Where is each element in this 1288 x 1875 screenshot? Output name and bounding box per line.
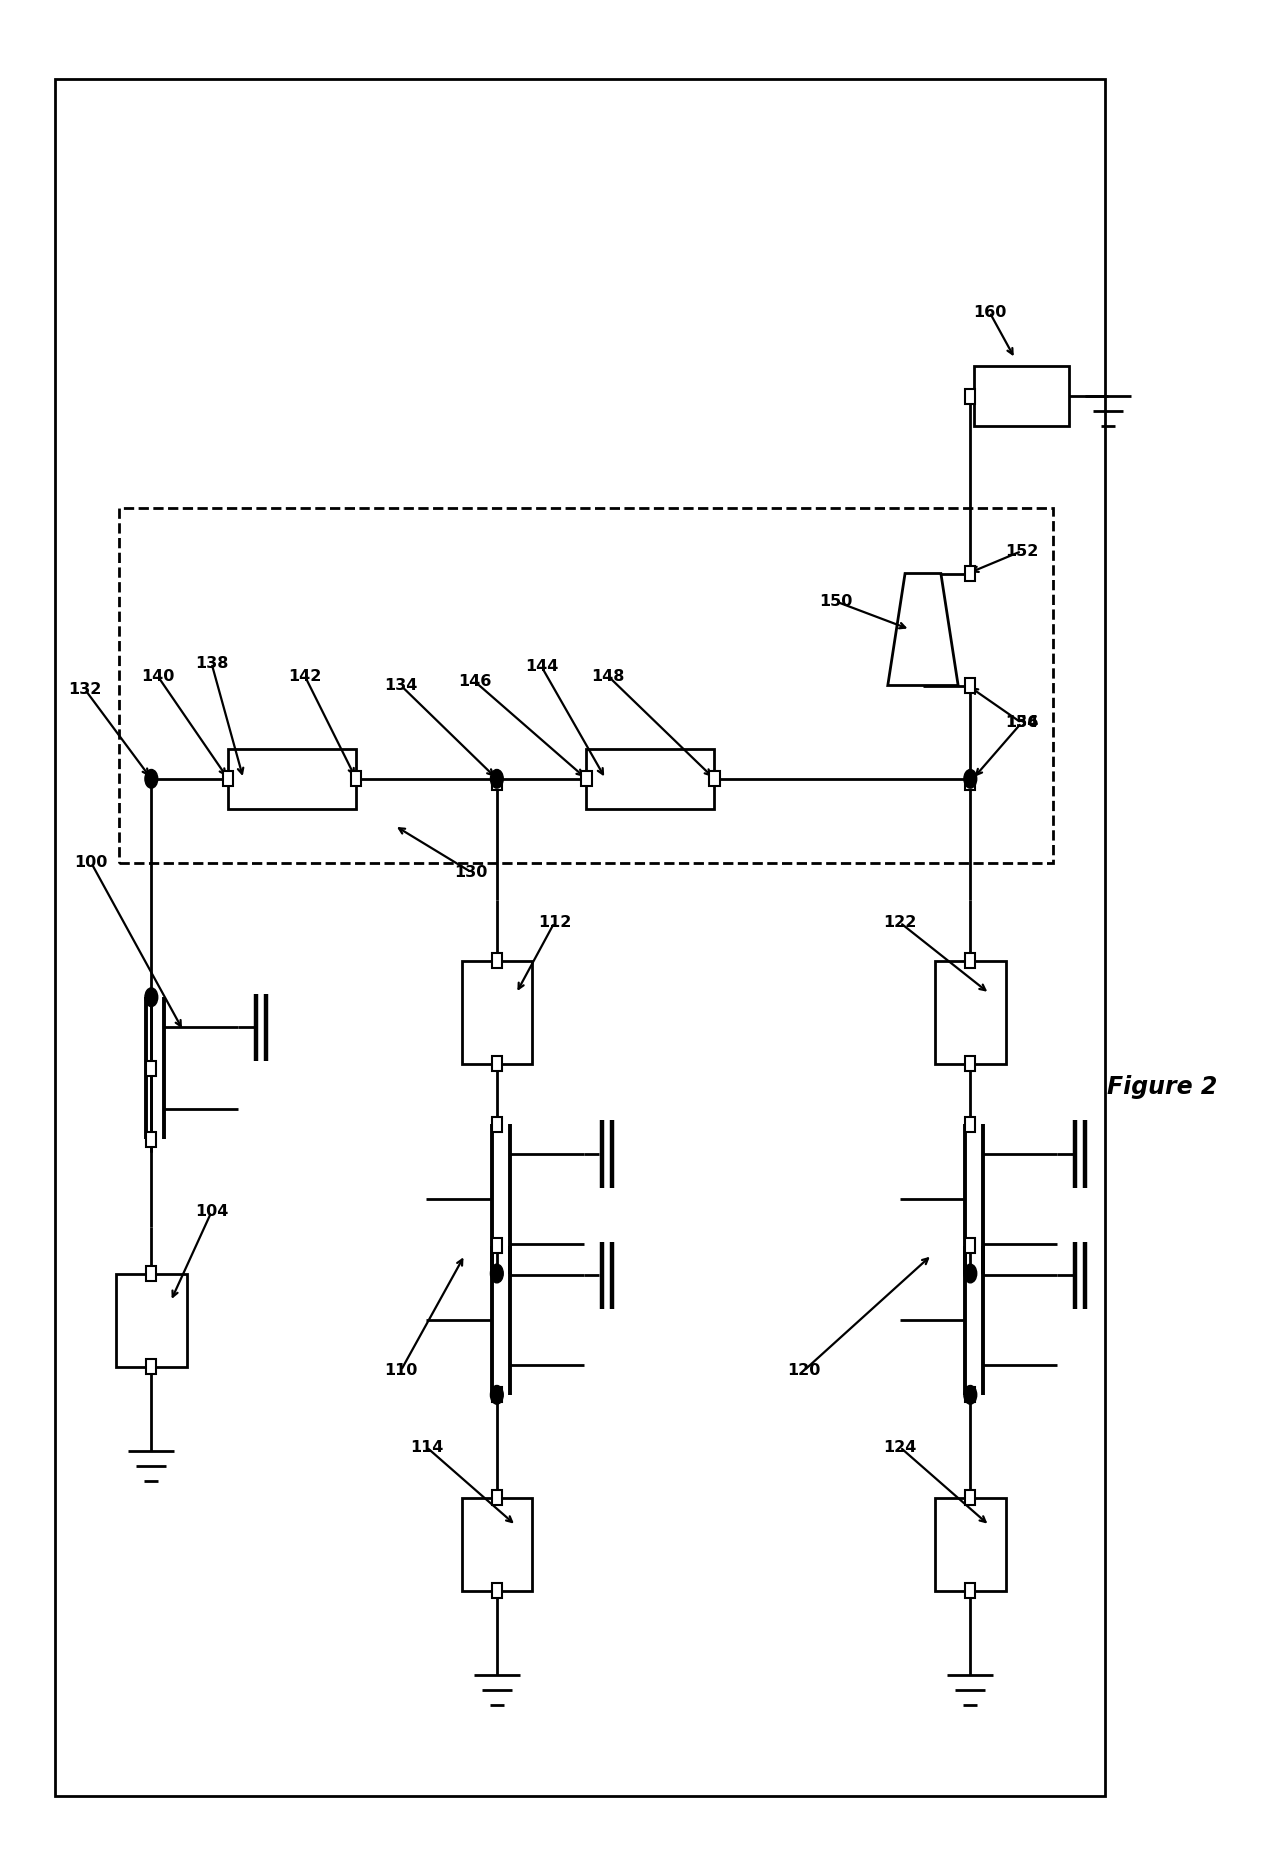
Text: 136: 136 [1005,716,1038,731]
Bar [965,1238,975,1252]
Text: 138: 138 [194,656,228,671]
Bar [965,1388,975,1402]
Circle shape [963,769,976,788]
Bar [965,1582,975,1598]
Text: 132: 132 [68,682,102,698]
Bar [147,1061,156,1076]
Bar [116,1273,187,1367]
Text: 124: 124 [884,1440,917,1455]
Circle shape [963,1386,976,1404]
Bar [147,1359,156,1374]
Bar [461,960,532,1063]
Bar [965,774,975,789]
Text: 140: 140 [142,669,174,684]
Bar [965,1056,975,1071]
Bar [965,952,975,968]
Bar [147,1132,156,1148]
Bar [965,566,975,581]
Circle shape [146,769,157,788]
Bar [965,679,975,694]
Bar [350,771,361,786]
Bar [935,960,1006,1063]
Bar [492,1056,502,1071]
Text: Figure 2: Figure 2 [1108,1074,1217,1099]
Bar [492,774,502,789]
Circle shape [146,988,157,1007]
Bar [581,771,591,786]
Text: 110: 110 [384,1363,417,1378]
Text: 120: 120 [787,1363,820,1378]
Text: 148: 148 [591,669,625,684]
Bar [147,1266,156,1281]
Bar [492,1388,502,1402]
Text: 154: 154 [1005,716,1038,731]
Circle shape [491,1264,504,1282]
Circle shape [491,1386,504,1404]
Bar [492,952,502,968]
Text: 150: 150 [819,594,853,609]
Bar [492,1238,502,1252]
Bar [965,388,975,403]
Bar [586,748,715,808]
Bar [55,79,1105,1796]
Bar [965,1118,975,1132]
Text: 152: 152 [1005,544,1038,559]
Text: 100: 100 [75,855,108,870]
Text: 104: 104 [194,1204,228,1219]
Bar [965,1491,975,1506]
Bar [492,1118,502,1132]
Text: 130: 130 [455,864,488,879]
Text: 144: 144 [526,660,558,675]
Text: 142: 142 [289,669,322,684]
Text: 134: 134 [384,679,417,694]
Bar [935,1498,1006,1590]
Circle shape [963,1264,976,1282]
Bar [228,748,355,808]
Bar [492,1491,502,1506]
Text: 122: 122 [884,915,917,930]
Polygon shape [887,574,958,686]
Text: 112: 112 [537,915,571,930]
Bar [710,771,720,786]
Bar [120,508,1054,862]
Bar [223,771,233,786]
Text: 114: 114 [410,1440,443,1455]
Text: 146: 146 [459,675,492,690]
Circle shape [491,769,504,788]
Bar [974,366,1069,426]
Bar [461,1498,532,1590]
Text: 160: 160 [972,304,1006,319]
Bar [492,1582,502,1598]
